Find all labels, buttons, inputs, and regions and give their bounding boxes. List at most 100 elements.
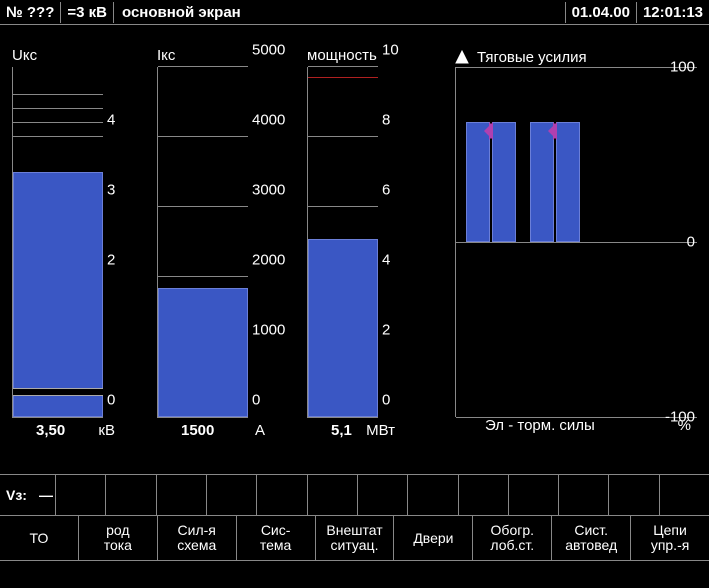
chart-body: 010002000300040005000: [157, 67, 297, 417]
status-row: Vз: —: [0, 475, 709, 516]
tick-label: -100: [665, 409, 697, 426]
status-cell: [106, 475, 156, 515]
gridline: [158, 206, 248, 207]
triangle-icon: [455, 50, 469, 64]
chart-body: 1000-100: [455, 67, 697, 417]
status-cell: [257, 475, 307, 515]
chart-body: 0234: [12, 67, 147, 417]
status-cell: [609, 475, 659, 515]
chart-value: 5,1: [307, 422, 352, 439]
status-cell: [408, 475, 458, 515]
tick-label: 2: [378, 322, 390, 339]
bar: [158, 288, 248, 418]
tick-label: 10: [378, 42, 399, 59]
chart-ukc: Uкс0234 3,50 кВ: [12, 47, 147, 443]
status-cell: [660, 475, 709, 515]
status-cell: [157, 475, 207, 515]
status-cell: [358, 475, 408, 515]
bar: [308, 239, 378, 418]
efforts-group: [530, 122, 580, 242]
efforts-title-text: Тяговые усилия: [477, 49, 587, 66]
tick-label: 0: [248, 392, 260, 409]
gridline: [308, 66, 378, 67]
vz-value: —: [39, 488, 53, 503]
charts-area: Uкс02343,50кВ Iкс01000200030004000500015…: [0, 25, 709, 475]
bar-area: 010002000300040005000: [157, 67, 248, 418]
tick-label: 4: [378, 252, 390, 269]
chart-foot: Эл - торм. силы%: [455, 417, 697, 443]
chart-ikc: Iкс0100020003000400050001500А: [157, 47, 297, 443]
bar-area: 0246810: [307, 67, 378, 418]
axis-line: [456, 242, 697, 243]
gridline: [13, 108, 103, 109]
tick-label: 0: [103, 392, 115, 409]
chart-title: мощность: [307, 47, 427, 67]
status-cell: [509, 475, 559, 515]
chart-foot: 3,50 кВ: [12, 417, 147, 443]
gridline: [158, 276, 248, 277]
tick-label: 1000: [248, 322, 285, 339]
menu-button[interactable]: род тока: [79, 516, 158, 560]
efforts-caption: Эл - торм. силы: [455, 417, 595, 434]
tick-label: 6: [378, 182, 390, 199]
gridline: [13, 136, 103, 137]
efforts-bar: [530, 122, 554, 242]
vz-cell: Vз: —: [0, 475, 56, 515]
axis-line: [456, 67, 697, 68]
menu-button[interactable]: Сил-я схема: [158, 516, 237, 560]
title-bar: № ??? =3 кВ основной экран 01.04.00 12:0…: [0, 0, 709, 25]
chart-value: 1500: [157, 422, 214, 439]
efforts-group: [466, 122, 516, 242]
vz-label: Vз:: [6, 488, 27, 503]
chart-foot: 1500 А: [157, 417, 297, 443]
gridline-red: [308, 77, 378, 78]
date: 01.04.00: [566, 2, 637, 23]
chart-power: мощность0246810 5,1 МВт: [307, 47, 427, 443]
gridline: [13, 122, 103, 123]
chart-efforts: Тяговые усилия1000-100Эл - торм. силы%: [455, 47, 697, 443]
tick-label: 0: [687, 234, 697, 251]
gridline: [308, 206, 378, 207]
gridline: [308, 136, 378, 137]
tick-label: 2000: [248, 252, 285, 269]
screen-title: основной экран: [114, 2, 566, 23]
tick-label: 8: [378, 112, 390, 129]
chart-value: 3,50: [12, 422, 65, 439]
menu-button[interactable]: ТО: [0, 516, 79, 560]
loco-number: № ???: [0, 2, 61, 23]
menu-button[interactable]: Сист. автовед: [552, 516, 631, 560]
efforts-bar: [556, 122, 580, 242]
chart-unit: А: [255, 422, 297, 439]
bar: [13, 172, 103, 417]
menu-button[interactable]: Двери: [394, 516, 473, 560]
tick-label: 3000: [248, 182, 285, 199]
status-cell: [559, 475, 609, 515]
time: 12:01:13: [637, 2, 709, 23]
tick-label: 4000: [248, 112, 285, 129]
gridline: [158, 66, 248, 67]
bar-gap: [13, 388, 103, 396]
gridline: [158, 136, 248, 137]
menu-button[interactable]: Цепи упр.-я: [631, 516, 709, 560]
gridline: [13, 94, 103, 95]
tick-label: 2: [103, 252, 115, 269]
tick-label: 5000: [248, 42, 285, 59]
efforts-bar: [466, 122, 490, 242]
voltage-class: =3 кВ: [61, 2, 114, 23]
chart-unit: МВт: [366, 422, 427, 439]
marker-icon: [484, 122, 493, 140]
status-cell: [459, 475, 509, 515]
menu-button[interactable]: Внештат ситуац.: [316, 516, 395, 560]
efforts-bars: [466, 122, 580, 242]
menu-button[interactable]: Сис- тема: [237, 516, 316, 560]
bar-area: 0234: [12, 67, 103, 418]
menu-button[interactable]: Обогр. лоб.ст.: [473, 516, 552, 560]
status-cell: [308, 475, 358, 515]
status-cell: [207, 475, 257, 515]
efforts-bar: [492, 122, 516, 242]
chart-title: Uкс: [12, 47, 147, 67]
chart-unit: кВ: [98, 422, 147, 439]
menu-row: ТОрод токаСил-я схемаСис- темаВнештат си…: [0, 516, 709, 561]
tick-label: 100: [670, 59, 697, 76]
chart-body: 0246810: [307, 67, 427, 417]
